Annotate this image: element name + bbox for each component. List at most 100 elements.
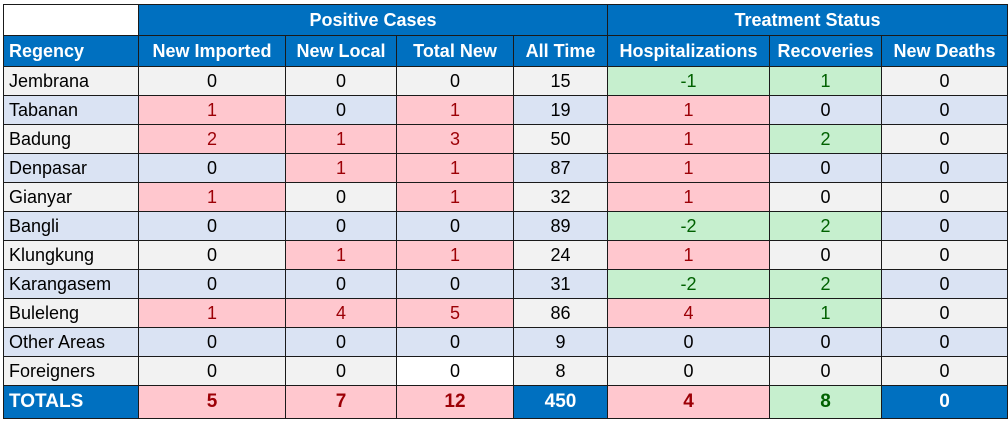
total-new-cell: 0 [396,211,514,241]
total-new-cell: 1 [396,182,514,212]
all-time-cell: 15 [512,66,609,96]
total-new-cell: 0 [396,356,514,386]
total-new-cell: 1 [396,95,514,125]
recoveries-cell: 2 [769,124,883,154]
new-deaths-cell: 0 [881,153,1008,183]
totals-row: TOTALS 5 7 12 450 4 8 0 [3,385,1008,419]
column-header-row: Regency New Imported New Local Total New… [3,35,1008,67]
header-corner [3,4,139,36]
table-row: Foreigners 0 0 0 8 0 0 0 [3,356,1008,386]
table-row: Denpasar 0 1 1 87 1 0 0 [3,153,1008,183]
all-time-cell: 87 [512,153,609,183]
table-row: Badung 2 1 3 50 1 2 0 [3,124,1008,154]
total-new-deaths-cell: 0 [881,385,1008,419]
treatment-status-header: Treatment Status [607,4,1008,36]
new-deaths-cell: 0 [881,95,1008,125]
col-header-regency: Regency [3,35,139,67]
table-row: Bangli 0 0 0 89 -2 2 0 [3,211,1008,241]
regency-name-cell: Foreigners [3,356,139,386]
new-local-cell: 0 [285,211,397,241]
hospitalizations-cell: 0 [607,356,771,386]
recoveries-cell: 0 [769,182,883,212]
new-imported-cell: 0 [138,66,286,96]
total-new-cell: 0 [396,269,514,299]
new-deaths-cell: 0 [881,124,1008,154]
col-header-all-time: All Time [512,35,609,67]
recoveries-cell: 0 [769,327,883,357]
recoveries-cell: 0 [769,356,883,386]
col-header-new-local: New Local [285,35,397,67]
new-imported-cell: 0 [138,153,286,183]
table-row: Buleleng 1 4 5 86 4 1 0 [3,298,1008,328]
new-local-cell: 1 [285,124,397,154]
new-deaths-cell: 0 [881,240,1008,270]
hospitalizations-cell: 1 [607,182,771,212]
total-all-time-cell: 450 [512,385,609,419]
all-time-cell: 19 [512,95,609,125]
hospitalizations-cell: 1 [607,153,771,183]
new-imported-cell: 0 [138,269,286,299]
new-local-cell: 0 [285,66,397,96]
regency-name-cell: Buleleng [3,298,139,328]
all-time-cell: 86 [512,298,609,328]
new-imported-cell: 0 [138,327,286,357]
new-local-cell: 0 [285,182,397,212]
new-deaths-cell: 0 [881,211,1008,241]
total-new-cell: 5 [396,298,514,328]
new-deaths-cell: 0 [881,327,1008,357]
totals-label: TOTALS [3,385,139,419]
new-imported-cell: 0 [138,356,286,386]
new-deaths-cell: 0 [881,356,1008,386]
new-deaths-cell: 0 [881,269,1008,299]
table-row: Klungkung 0 1 1 24 1 0 0 [3,240,1008,270]
covid-cases-table: Positive Cases Treatment Status Regency … [3,4,1008,419]
total-recoveries-cell: 8 [769,385,883,419]
hospitalizations-cell: -1 [607,66,771,96]
all-time-cell: 24 [512,240,609,270]
hospitalizations-cell: 1 [607,124,771,154]
new-imported-cell: 2 [138,124,286,154]
new-local-cell: 0 [285,269,397,299]
table-row: Jembrana 0 0 0 15 -1 1 0 [3,66,1008,96]
new-local-cell: 0 [285,95,397,125]
new-local-cell: 0 [285,327,397,357]
new-local-cell: 4 [285,298,397,328]
recoveries-cell: 1 [769,298,883,328]
new-deaths-cell: 0 [881,66,1008,96]
regency-name-cell: Tabanan [3,95,139,125]
recoveries-cell: 0 [769,95,883,125]
total-new-cell: 3 [396,124,514,154]
new-imported-cell: 0 [138,211,286,241]
regency-name-cell: Other Areas [3,327,139,357]
recoveries-cell: 1 [769,66,883,96]
recoveries-cell: 2 [769,211,883,241]
regency-name-cell: Jembrana [3,66,139,96]
new-local-cell: 1 [285,153,397,183]
recoveries-cell: 0 [769,153,883,183]
hospitalizations-cell: 0 [607,327,771,357]
new-deaths-cell: 0 [881,298,1008,328]
total-new-cell: 1 [396,240,514,270]
new-imported-cell: 1 [138,182,286,212]
regency-name-cell: Badung [3,124,139,154]
regency-name-cell: Gianyar [3,182,139,212]
regency-name-cell: Karangasem [3,269,139,299]
recoveries-cell: 0 [769,240,883,270]
total-total-new-cell: 12 [396,385,514,419]
all-time-cell: 31 [512,269,609,299]
all-time-cell: 89 [512,211,609,241]
total-new-cell: 0 [396,66,514,96]
total-hospitalizations-cell: 4 [607,385,771,419]
all-time-cell: 9 [512,327,609,357]
col-header-total-new: Total New [396,35,514,67]
hospitalizations-cell: -2 [607,269,771,299]
recoveries-cell: 2 [769,269,883,299]
total-new-cell: 0 [396,327,514,357]
table-row: Other Areas 0 0 0 9 0 0 0 [3,327,1008,357]
regency-name-cell: Bangli [3,211,139,241]
col-header-hospitalizations: Hospitalizations [607,35,771,67]
all-time-cell: 50 [512,124,609,154]
total-new-cell: 1 [396,153,514,183]
table-row: Gianyar 1 0 1 32 1 0 0 [3,182,1008,212]
group-header-row: Positive Cases Treatment Status [3,4,1008,36]
